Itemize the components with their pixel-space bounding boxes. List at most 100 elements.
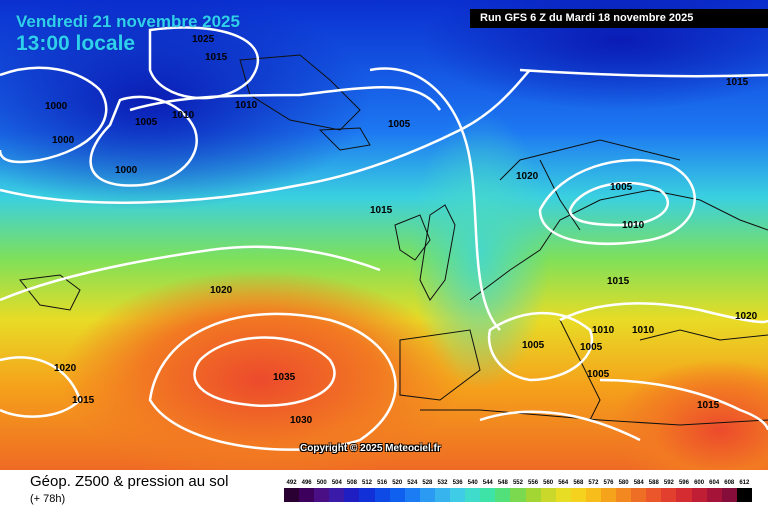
copyright-notice: Copyright © 2025 Meteociel.fr [300, 443, 441, 454]
scale-swatch [721, 488, 737, 502]
scale-value-label: 608 [724, 480, 735, 486]
isobar-label: 1010 [172, 110, 195, 121]
scale-value-label: 548 [497, 480, 508, 486]
color-scale-labels: 492 496 500 504 508 512 516 520 524 528 532 536 540 5… [284, 478, 752, 488]
low-height-area [0, 0, 370, 210]
isobar-label: 1015 [205, 52, 228, 63]
scale-value-label: 496 [301, 480, 312, 486]
forecast-date: Vendredi 21 novembre 2025 [16, 12, 240, 31]
coastlines [19, 54, 768, 426]
scale-swatch [299, 488, 315, 502]
isobar-label: 1030 [290, 415, 313, 426]
isobar-label: 1015 [697, 400, 720, 411]
forecast-local-time: 13:00 locale [16, 32, 136, 55]
scale-value-label: 532 [437, 480, 448, 486]
scale-value-label: 540 [467, 480, 478, 486]
scale-value-label: 492 [286, 480, 297, 486]
scale-swatch [540, 488, 556, 502]
scale-swatch [419, 488, 435, 502]
scale-swatch [600, 488, 617, 502]
scale-value-label: 508 [346, 480, 357, 486]
isobar-labels: 1025 1015 1000 1000 1005 1010 1010 1000 … [45, 34, 758, 426]
scale-value-label: 544 [482, 480, 493, 486]
isobar-label: 1035 [273, 372, 296, 383]
isobar-label: 1005 [587, 369, 610, 380]
scale-value-label: 516 [377, 480, 388, 486]
scale-value-label: 512 [362, 480, 373, 486]
scale-swatch [646, 488, 662, 502]
scale-value-label: 536 [452, 480, 463, 486]
scale-value-label: 588 [648, 480, 659, 486]
forecast-map: 1025 1015 1000 1000 1005 1010 1010 1000 … [0, 0, 768, 470]
scale-value-label: 568 [573, 480, 584, 486]
isobar-label: 1025 [192, 34, 215, 45]
scale-value-label: 584 [633, 480, 644, 486]
scale-value-label: 576 [603, 480, 614, 486]
isobar-label: 1010 [632, 325, 655, 336]
isobar-label: 1005 [580, 342, 603, 353]
scale-value-label: 604 [709, 480, 720, 486]
scale-value-label: 560 [543, 480, 554, 486]
scale-swatch [329, 488, 345, 502]
isobar-label: 1020 [54, 363, 77, 374]
isobar-label: 1005 [135, 117, 158, 128]
scale-swatch [510, 488, 526, 502]
scale-swatch [570, 488, 586, 502]
high-height-area [60, 270, 460, 470]
isobar-label: 1005 [388, 119, 411, 130]
color-scale-swatches [284, 488, 752, 502]
run-info-banner: Run GFS 6 Z du Mardi 18 novembre 2025 [470, 9, 768, 28]
isobar-label: 1015 [607, 276, 630, 287]
scale-swatch [465, 488, 481, 502]
scale-swatch [555, 488, 571, 502]
isobar-label: 1010 [622, 220, 645, 231]
scale-swatch [631, 488, 647, 502]
isobar-label: 1000 [52, 135, 75, 146]
isobar-label: 1010 [235, 100, 258, 111]
scale-swatch [344, 488, 360, 502]
scale-value-label: 596 [678, 480, 689, 486]
isobar-label: 1015 [726, 77, 749, 88]
scale-value-label: 528 [422, 480, 433, 486]
isobar-label: 1015 [72, 395, 95, 406]
scale-swatch [434, 488, 451, 502]
scale-swatch [616, 488, 632, 502]
color-scale: 492 496 500 504 508 512 516 520 524 528 532 536 540 5… [284, 478, 752, 504]
scale-swatch [706, 488, 722, 502]
scale-value-label: 564 [558, 480, 569, 486]
isobars [0, 26, 768, 451]
scale-swatch [404, 488, 420, 502]
isobar-label: 1005 [522, 340, 545, 351]
scale-swatch [480, 488, 496, 502]
isobar-label: 1020 [516, 171, 539, 182]
scale-swatch [450, 488, 466, 502]
isobar-label: 1000 [115, 165, 138, 176]
isobar-label: 1020 [210, 285, 233, 296]
scale-swatch [495, 488, 511, 502]
scale-swatch [284, 488, 300, 502]
scale-swatch [525, 488, 541, 502]
scale-value-label: 500 [316, 480, 327, 486]
scale-value-label: 600 [694, 480, 705, 486]
scale-swatch [585, 488, 601, 502]
scale-value-label: 552 [512, 480, 523, 486]
forecast-hour: (+ 78h) [30, 493, 66, 505]
isobar-label: 1005 [610, 182, 633, 193]
scale-swatch [661, 488, 677, 502]
scale-swatch [676, 488, 692, 502]
isobar-label: 1010 [592, 325, 615, 336]
scale-value-label: 504 [331, 480, 342, 486]
scale-swatch [314, 488, 330, 502]
scale-swatch [374, 488, 390, 502]
isobar-label: 1020 [735, 311, 758, 322]
scale-value-label: 612 [739, 480, 750, 486]
legend-title: Géop. Z500 & pression au sol [30, 473, 229, 490]
isobar-label: 1015 [370, 205, 393, 216]
scale-value-label: 520 [392, 480, 403, 486]
scale-value-label: 556 [528, 480, 539, 486]
scale-value-label: 580 [618, 480, 629, 486]
scale-swatch [359, 488, 375, 502]
scale-value-label: 524 [407, 480, 418, 486]
scale-swatch [691, 488, 707, 502]
scale-value-label: 592 [663, 480, 674, 486]
